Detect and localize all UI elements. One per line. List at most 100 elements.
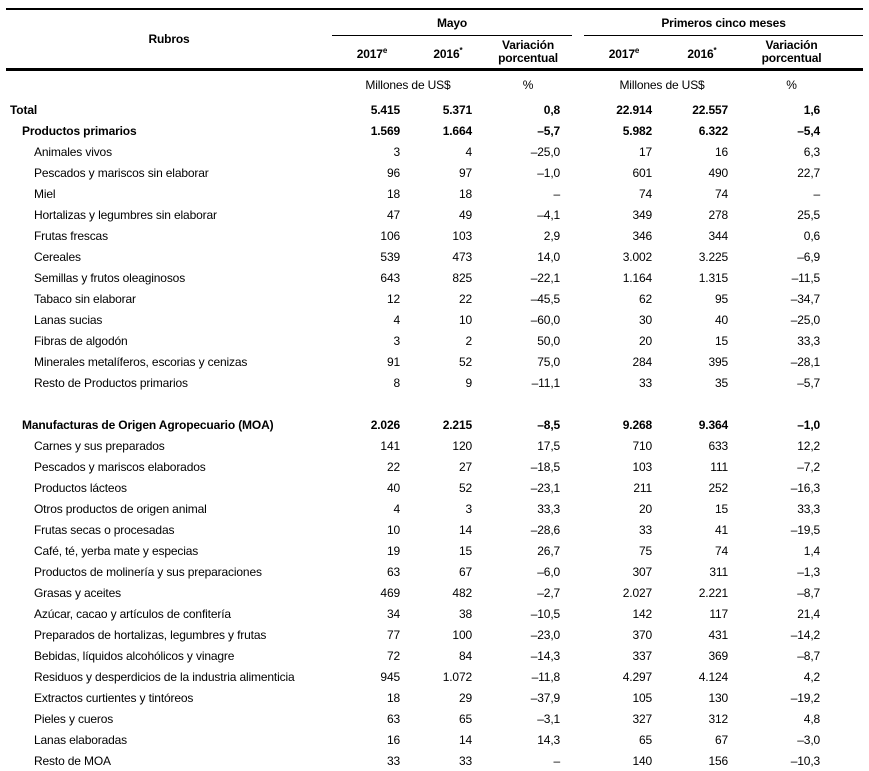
cell-value: 5.982 <box>622 123 653 138</box>
cell-value: 1,4 <box>803 543 821 558</box>
row-label: Bebidas, líquidos alcohólicos y vinagre <box>34 648 235 663</box>
cell-value: –25,0 <box>790 312 821 327</box>
cell-value: 1.664 <box>442 123 472 138</box>
row-label: Minerales metalíferos, escorias y ceniza… <box>34 354 248 369</box>
cell-value: 22 <box>386 459 400 474</box>
table-row: Productos primarios 1.569 1.664 –5,7 5.982 6.… <box>6 120 863 141</box>
cell-value: 75,0 <box>537 354 561 369</box>
table-row: Productos de molinería y sus preparacion… <box>6 561 863 582</box>
cell-value: –23,0 <box>530 627 561 642</box>
units-percent-mayo: % <box>522 78 534 92</box>
year-superscript: e <box>634 45 640 55</box>
cell-value: 33 <box>386 753 400 768</box>
column-gap <box>572 435 584 456</box>
cell-value: 825 <box>452 270 472 285</box>
cell-value: 633 <box>708 438 729 453</box>
cell-value: –18,5 <box>530 459 561 474</box>
table-row: Fibras de algodón 3 2 50,0 20 15 33,3 <box>6 330 863 351</box>
group-divider-gap <box>572 9 585 71</box>
column-gap <box>572 225 584 246</box>
row-label: Azúcar, cacao y artículos de confitería <box>34 606 231 621</box>
cell-value: 41 <box>714 522 729 537</box>
table-row: Preparados de hortalizas, legumbres y fr… <box>6 624 863 645</box>
cell-value: –7,2 <box>797 459 821 474</box>
cell-value: –28,1 <box>790 354 821 369</box>
cell-value: 2.026 <box>370 417 400 432</box>
cell-value: 33 <box>638 522 653 537</box>
cell-value: –1,3 <box>797 564 821 579</box>
table-row: Resto de MOA 33 33 – 140 156 –10,3 <box>6 750 863 771</box>
cell-value: –2,7 <box>537 585 561 600</box>
table-row: Azúcar, cacao y artículos de confitería 3… <box>6 603 863 624</box>
row-label: Pescados y mariscos elaborados <box>34 459 206 474</box>
row-label: Total <box>10 102 38 117</box>
table-row: Extractos curtientes y tintóreos 18 29 –37,… <box>6 687 863 708</box>
cell-value: 18 <box>386 690 400 705</box>
cell-value: 4,2 <box>803 669 821 684</box>
table-row: Pieles y cueros 63 65 –3,1 327 312 4,8 <box>6 708 863 729</box>
cell-value: 84 <box>458 648 472 663</box>
table-row: Manufacturas de Origen Agropecuario (MOA… <box>6 414 863 435</box>
row-label: Miel <box>34 186 56 201</box>
table-row: Cereales 539 473 14,0 3.002 3.225 –6,9 <box>6 246 863 267</box>
year-header-row: 2017e 2016* Variación porcentual 2017e 2… <box>6 35 864 71</box>
column-gap <box>572 120 584 141</box>
row-label: Semillas y frutos oleaginosos <box>34 270 186 285</box>
cell-value: 9 <box>465 375 472 390</box>
units-gap-cell <box>572 70 584 100</box>
column-gap <box>572 330 584 351</box>
cell-value: 25,5 <box>797 207 821 222</box>
cell-value: 65 <box>638 732 653 747</box>
cell-value: 20 <box>638 501 653 516</box>
cell-value: –16,3 <box>790 480 821 495</box>
cell-value: 75 <box>638 543 653 558</box>
cell-value: –5,7 <box>537 123 561 138</box>
cell-value: 117 <box>709 606 729 621</box>
cell-value: –11,5 <box>791 270 821 285</box>
cell-value: 0,8 <box>543 102 561 117</box>
cell-value: 96 <box>386 165 400 180</box>
cell-value: –4,1 <box>537 207 561 222</box>
column-gap <box>572 204 584 225</box>
cell-value: 103 <box>452 228 472 243</box>
cell-value: 5.371 <box>442 102 472 117</box>
column-gap <box>572 267 584 288</box>
cell-value: 284 <box>632 354 653 369</box>
cell-value: 3.002 <box>622 249 653 264</box>
cell-value: 52 <box>458 480 472 495</box>
row-label: Extractos curtientes y tintóreos <box>34 690 194 705</box>
column-header-mayo-2017: 2017e <box>332 35 412 71</box>
cell-value: 20 <box>638 333 653 348</box>
cell-value: –3,0 <box>797 732 821 747</box>
cell-value: 1.315 <box>698 270 729 285</box>
table-row: Tabaco sin elaborar 12 22 –45,5 62 95 –34,7 <box>6 288 863 309</box>
cell-value: 395 <box>708 354 729 369</box>
cell-value: 22,7 <box>797 165 821 180</box>
spacer-row <box>6 393 863 414</box>
cell-value: 19 <box>386 543 400 558</box>
row-label: Lanas elaboradas <box>34 732 128 747</box>
cell-value: 22.557 <box>692 102 729 117</box>
cell-value: 349 <box>632 207 653 222</box>
cell-value: 1.164 <box>622 270 653 285</box>
cell-value: 130 <box>708 690 729 705</box>
cell-value: 14,3 <box>537 732 561 747</box>
table-row: Total 5.415 5.371 0,8 22.914 22.557 1,6 <box>6 99 863 120</box>
column-gap <box>572 750 584 771</box>
cell-value: 2 <box>465 333 472 348</box>
table-row: Productos lácteos 40 52 –23,1 211 252 –16,3 <box>6 477 863 498</box>
column-gap <box>572 414 584 435</box>
cell-value: –8,7 <box>797 648 821 663</box>
column-gap <box>572 372 584 393</box>
cell-value: 6.322 <box>698 123 729 138</box>
cell-value: 601 <box>632 165 653 180</box>
table-row: Animales vivos 3 4 –25,0 17 16 6,3 <box>6 141 863 162</box>
cell-value: –22,1 <box>530 270 561 285</box>
column-header-pcm-variacion: Variación porcentual <box>740 35 864 71</box>
cell-value: 74 <box>714 186 729 201</box>
units-millions-mayo: Millones de US$ <box>365 78 451 92</box>
row-label: Frutas secas o procesadas <box>34 522 175 537</box>
cell-value: 3 <box>393 144 400 159</box>
row-label: Grasas y aceites <box>34 585 121 600</box>
column-gap <box>572 141 584 162</box>
